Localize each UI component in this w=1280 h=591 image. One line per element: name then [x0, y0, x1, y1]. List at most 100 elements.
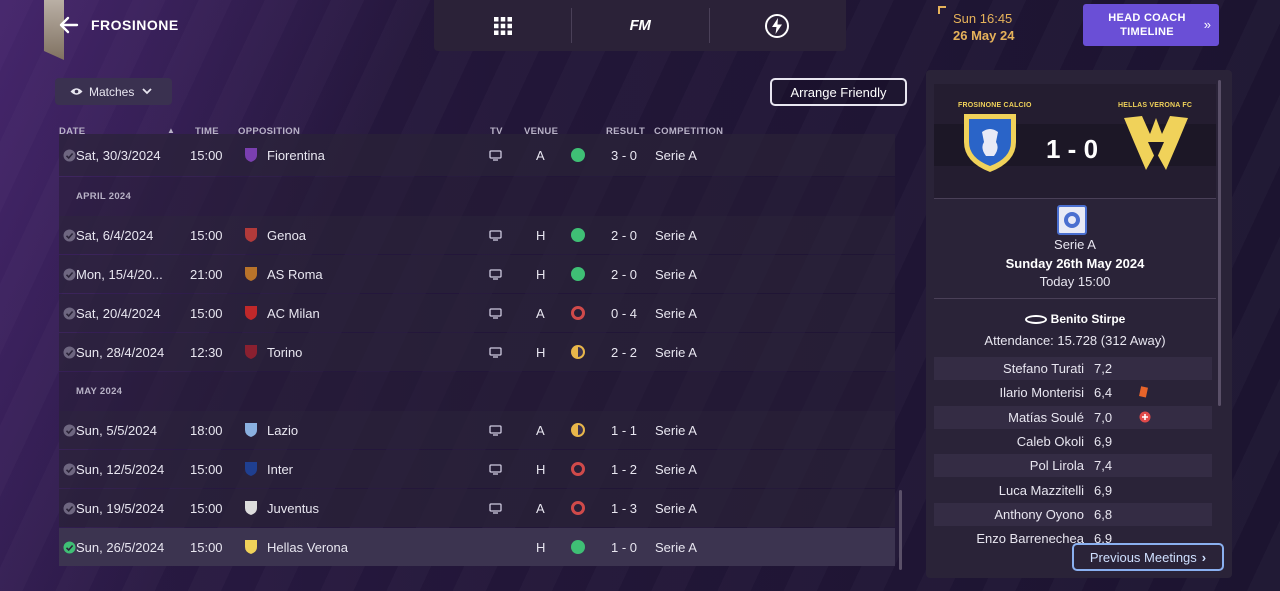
fixture-result[interactable]: 1 - 1 [611, 422, 638, 438]
fixture-row[interactable]: Sun, 26/5/2024 15:00 Hellas Verona H 1 - 0 Se… [59, 528, 895, 566]
col-date[interactable]: DATE ▲ [59, 126, 176, 137]
col-time[interactable]: TIME [195, 126, 219, 137]
fixture-competition[interactable]: Serie A [655, 305, 697, 321]
previous-meetings-button[interactable]: Previous Meetings › [1072, 543, 1224, 571]
opponent-crest-icon [243, 461, 259, 477]
player-rating-row[interactable]: Enzo Barrenechea 6,9 [934, 527, 1212, 550]
fixture-row[interactable]: Sat, 6/4/2024 15:00 Genoa H 2 - 0 Serie A [59, 216, 895, 254]
col-result[interactable]: RESULT [606, 126, 646, 137]
match-score: 1 - 0 [1046, 134, 1099, 164]
played-check-icon [61, 294, 77, 332]
player-rating: 6,9 [1094, 531, 1113, 547]
quick-actions-button[interactable] [708, 0, 846, 51]
back-button[interactable] [56, 12, 82, 38]
frosinone-crest-icon[interactable] [960, 112, 1020, 174]
fixture-time: 15:00 [190, 461, 223, 477]
fixture-result[interactable]: 3 - 0 [611, 147, 638, 163]
player-rating: 7,0 [1094, 409, 1113, 425]
fixture-opponent[interactable]: Genoa [243, 216, 306, 254]
fixture-competition[interactable]: Serie A [655, 461, 697, 477]
player-rating-row[interactable]: Caleb Okoli 6,9 [934, 430, 1212, 453]
fixture-venue: H [536, 539, 546, 555]
tv-icon [489, 489, 502, 527]
fixture-result[interactable]: 1 - 2 [611, 461, 638, 477]
clock-corner-decoration [938, 6, 946, 14]
fixture-row[interactable]: Sun, 5/5/2024 18:00 Lazio A 1 - 1 Serie A [59, 411, 895, 449]
fixture-row[interactable]: Sat, 30/3/2024 15:00 Fiorentina A 3 - 0 Serie… [59, 134, 895, 176]
fixture-result[interactable]: 1 - 0 [611, 539, 638, 555]
fixture-result[interactable]: 0 - 4 [611, 305, 638, 321]
col-opposition[interactable]: OPPOSITION [238, 126, 301, 137]
clock-date: 26 May 24 [953, 28, 1015, 43]
played-check-icon [61, 450, 77, 488]
opponent-name: Inter [267, 461, 294, 477]
top-navigation: FM [434, 0, 846, 51]
matches-view-dropdown[interactable]: Matches [55, 78, 172, 105]
opponent-name: Juventus [267, 500, 320, 516]
col-venue[interactable]: VENUE [524, 126, 559, 137]
tv-icon [489, 216, 502, 254]
player-rating-row[interactable]: Anthony Oyono 6,8 [934, 502, 1212, 526]
fixture-list-scrollbar[interactable] [899, 490, 902, 570]
menu-grid-button[interactable] [434, 0, 571, 51]
panel-divider [934, 298, 1216, 299]
stadium[interactable]: Benito Stirpe [926, 312, 1224, 326]
match-panel-scrollbar[interactable] [1218, 80, 1221, 406]
player-name: Enzo Barrenechea [976, 531, 1084, 547]
head-coach-timeline-button[interactable]: HEAD COACH TIMELINE » [1083, 4, 1219, 46]
player-rating-row[interactable]: Pol Lirola 7,4 [934, 454, 1212, 478]
serie-a-logo-icon[interactable] [1057, 205, 1087, 235]
player-rating-row[interactable]: Ilario Monterisi 6,4 [934, 381, 1212, 404]
fixture-opponent[interactable]: AC Milan [243, 294, 320, 332]
fixture-competition[interactable]: Serie A [655, 422, 697, 438]
fixture-competition[interactable]: Serie A [655, 500, 697, 516]
stadium-icon [1024, 315, 1047, 325]
arrow-left-icon [59, 16, 79, 34]
player-rating-row[interactable]: Luca Mazzitelli 6,9 [934, 479, 1212, 502]
fixture-competition[interactable]: Serie A [655, 266, 697, 282]
col-competition[interactable]: COMPETITION [654, 126, 724, 137]
fixture-row[interactable]: Sun, 28/4/2024 12:30 Torino H 2 - 2 Serie A [59, 333, 895, 371]
tv-icon [489, 255, 502, 293]
hc-label-line1: HEAD COACH [1108, 12, 1186, 24]
fixture-competition[interactable]: Serie A [655, 147, 697, 163]
fixture-competition[interactable]: Serie A [655, 227, 697, 243]
player-name: Caleb Okoli [1016, 433, 1084, 449]
fixture-result[interactable]: 2 - 2 [611, 344, 638, 360]
fm-home-button[interactable]: FM [571, 0, 708, 51]
arrange-friendly-button[interactable]: Arrange Friendly [770, 78, 907, 106]
fixture-opponent[interactable]: Hellas Verona [243, 528, 348, 566]
fixture-row[interactable]: Sun, 12/5/2024 15:00 Inter H 1 - 2 Serie A [59, 450, 895, 488]
fixture-row[interactable]: Sat, 20/4/2024 15:00 AC Milan A 0 - 4 Serie A [59, 294, 895, 332]
fixture-row[interactable]: Sun, 19/5/2024 15:00 Juventus A 1 - 3 Serie A [59, 489, 895, 527]
player-name: Matías Soulé [1008, 409, 1084, 425]
fixture-result[interactable]: 2 - 0 [611, 227, 638, 243]
player-rating-row[interactable]: Stefano Turati 7,2 [934, 357, 1212, 380]
fixture-competition[interactable]: Serie A [655, 539, 697, 555]
fixture-opponent[interactable]: Lazio [243, 411, 298, 449]
game-clock[interactable]: Sun 16:45 26 May 24 [953, 10, 1014, 44]
eye-icon [70, 88, 83, 95]
played-check-icon [61, 489, 77, 527]
fixture-opponent[interactable]: Inter [243, 450, 293, 488]
hellas-verona-crest-icon[interactable] [1120, 112, 1192, 174]
opponent-name: Hellas Verona [267, 539, 348, 555]
player-rating-row[interactable]: Matías Soulé 7,0 [934, 405, 1212, 429]
fixture-result[interactable]: 1 - 3 [611, 500, 638, 516]
fixture-opponent[interactable]: Fiorentina [243, 134, 325, 176]
player-rating: 6,4 [1094, 385, 1113, 401]
fm-logo: FM [629, 17, 651, 34]
result-win-icon [571, 134, 585, 176]
played-check-icon [61, 411, 77, 449]
fixture-time: 15:00 [190, 305, 223, 321]
fixture-opponent[interactable]: Juventus [243, 489, 319, 527]
fixture-result[interactable]: 2 - 0 [611, 266, 638, 282]
fixture-opponent[interactable]: Torino [243, 333, 302, 371]
competition-name[interactable]: Serie A [1054, 237, 1096, 252]
fixture-competition[interactable]: Serie A [655, 344, 697, 360]
grid-icon [493, 16, 512, 35]
col-tv[interactable]: TV [490, 126, 503, 137]
fixture-row[interactable]: Mon, 15/4/20... 21:00 AS Roma H 2 - 0 Serie A [59, 255, 895, 293]
fixture-opponent[interactable]: AS Roma [243, 255, 323, 293]
stadium-name: Benito Stirpe [1050, 312, 1126, 326]
